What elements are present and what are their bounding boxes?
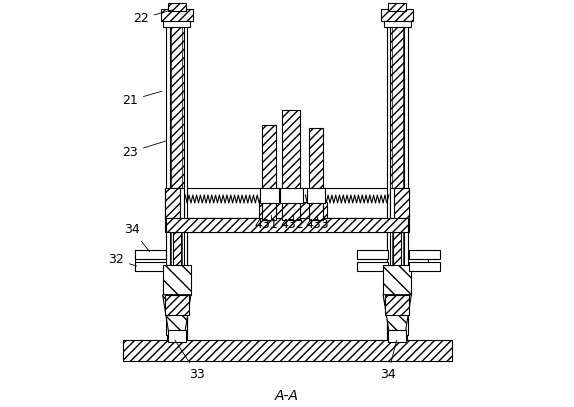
Bar [390,188,394,218]
Text: 33: 33 [174,340,205,381]
Bar [309,128,323,220]
Bar [168,330,186,341]
Bar [388,330,406,341]
Polygon shape [162,295,191,335]
Bar [166,218,408,232]
Bar [135,250,166,259]
Bar [404,26,408,335]
Bar [409,250,440,259]
Text: 34: 34 [380,340,397,381]
Bar [357,250,388,259]
Bar [384,19,410,26]
Bar [165,218,409,232]
Bar [390,26,404,335]
Bar [385,295,409,315]
Bar [381,9,413,21]
Bar [260,188,278,203]
Text: 433: 433 [305,219,329,232]
Bar [181,232,187,339]
Bar [170,26,184,335]
Bar [401,232,407,339]
Bar [165,295,189,315]
Text: 21: 21 [122,91,162,107]
Bar [383,265,412,295]
Bar [135,262,166,271]
Polygon shape [383,295,412,335]
Bar [166,26,170,335]
Bar [387,232,393,339]
Text: 22: 22 [133,9,174,25]
Bar [409,262,440,271]
Bar [259,202,327,218]
Bar [282,110,300,220]
Bar [357,262,388,271]
Bar [262,125,277,220]
Bar [387,26,390,335]
Bar [307,188,325,203]
Bar [394,188,409,218]
Bar [165,188,180,218]
Bar [180,188,184,218]
Text: 23: 23 [122,141,166,159]
Bar [388,3,406,11]
Bar [165,188,409,218]
Bar [123,339,452,361]
Bar [164,19,190,26]
Text: 34: 34 [125,223,150,252]
Bar [168,3,186,11]
Bar [162,265,191,295]
Text: 431: 431 [255,219,278,232]
Text: 432: 432 [281,219,304,232]
Bar [184,26,187,335]
Bar [280,188,302,203]
Text: A-A: A-A [275,389,299,403]
Text: 32: 32 [108,253,137,266]
Bar [161,9,193,21]
Bar [167,232,173,339]
